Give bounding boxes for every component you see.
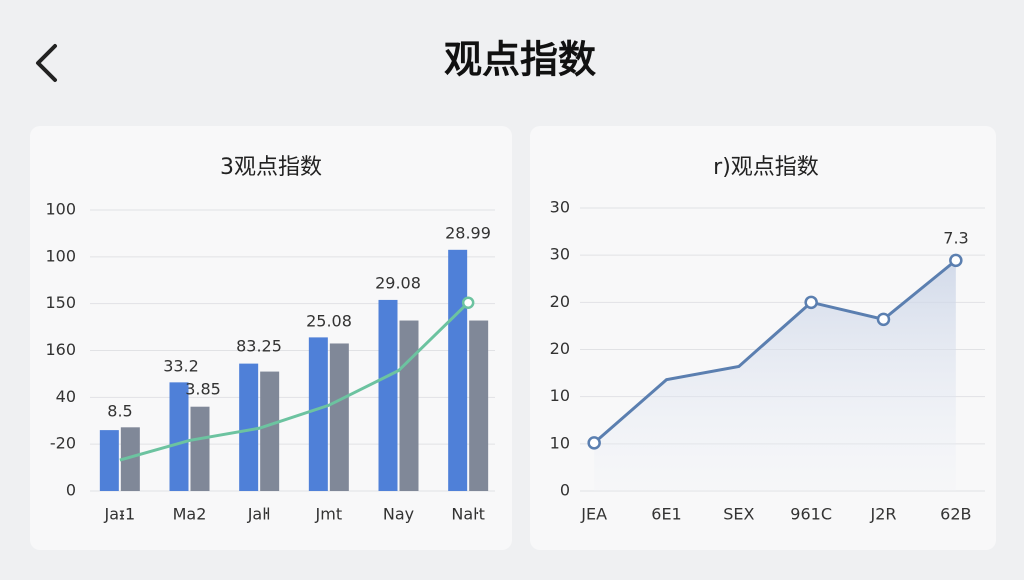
bar — [308, 337, 328, 491]
bar — [190, 406, 210, 491]
y-tick-label: 20 — [550, 339, 570, 358]
area — [594, 260, 956, 491]
x-tick-label: Jaᵻ1 — [104, 505, 136, 524]
chart-title: 3观点指数 — [220, 155, 322, 180]
bar — [260, 371, 280, 491]
marker — [804, 295, 818, 310]
bar — [169, 382, 189, 491]
x-tick-label: Naŀt — [451, 505, 485, 524]
data-label: 8.5 — [107, 402, 132, 421]
page-title: 观点指数 — [444, 38, 596, 82]
bar — [399, 320, 419, 491]
chart-title: r)观点指数 — [713, 155, 819, 180]
marker — [949, 253, 963, 268]
data-label: 3.85 — [185, 380, 221, 399]
x-tick-label: SEX — [723, 505, 754, 524]
marker — [461, 296, 475, 309]
x-tick-label: 961C — [790, 505, 832, 524]
x-tick-label: J2R — [869, 505, 896, 524]
x-tick-label: Jmt — [315, 505, 343, 524]
x-tick-label: JEA — [580, 505, 607, 524]
bar — [99, 430, 119, 491]
y-tick-label: 30 — [550, 245, 570, 264]
line — [119, 301, 470, 462]
y-tick-label: 10 — [550, 433, 570, 452]
y-tick-label: 0 — [560, 481, 570, 500]
x-tick-label: Jaŀl — [247, 505, 271, 524]
data-label: 25.08 — [306, 312, 352, 331]
data-label: 28.99 — [445, 224, 491, 243]
data-label: 29.08 — [375, 274, 421, 293]
marker — [587, 436, 601, 450]
bar — [329, 343, 349, 491]
y-tick-label: 40 — [56, 387, 76, 406]
bar — [448, 249, 468, 491]
bar — [378, 299, 398, 491]
y-tick-label: 20 — [550, 292, 570, 311]
data-label: 33.2 — [163, 357, 199, 376]
bar — [469, 320, 489, 491]
y-tick-label: 10 — [550, 386, 570, 405]
bar — [120, 427, 140, 491]
x-tick-label: Nay — [383, 505, 414, 524]
y-tick-label: 100 — [45, 246, 76, 265]
y-tick-label: 0 — [66, 481, 76, 500]
x-tick-label: 62B — [940, 505, 971, 524]
back-button[interactable] — [36, 44, 57, 82]
y-tick-label: 30 — [550, 198, 570, 217]
bar — [239, 363, 259, 491]
marker — [876, 312, 891, 327]
x-tick-label: 6E1 — [651, 505, 681, 524]
data-label: 83.25 — [236, 337, 282, 356]
y-tick-label: 100 — [45, 200, 76, 219]
y-tick-label: 150 — [45, 293, 76, 312]
y-tick-label: 160 — [45, 340, 76, 359]
line — [593, 259, 957, 445]
data-label: 7.3 — [943, 229, 968, 248]
y-tick-label: -20 — [50, 434, 76, 453]
x-tick-label: Ma2 — [173, 505, 207, 524]
